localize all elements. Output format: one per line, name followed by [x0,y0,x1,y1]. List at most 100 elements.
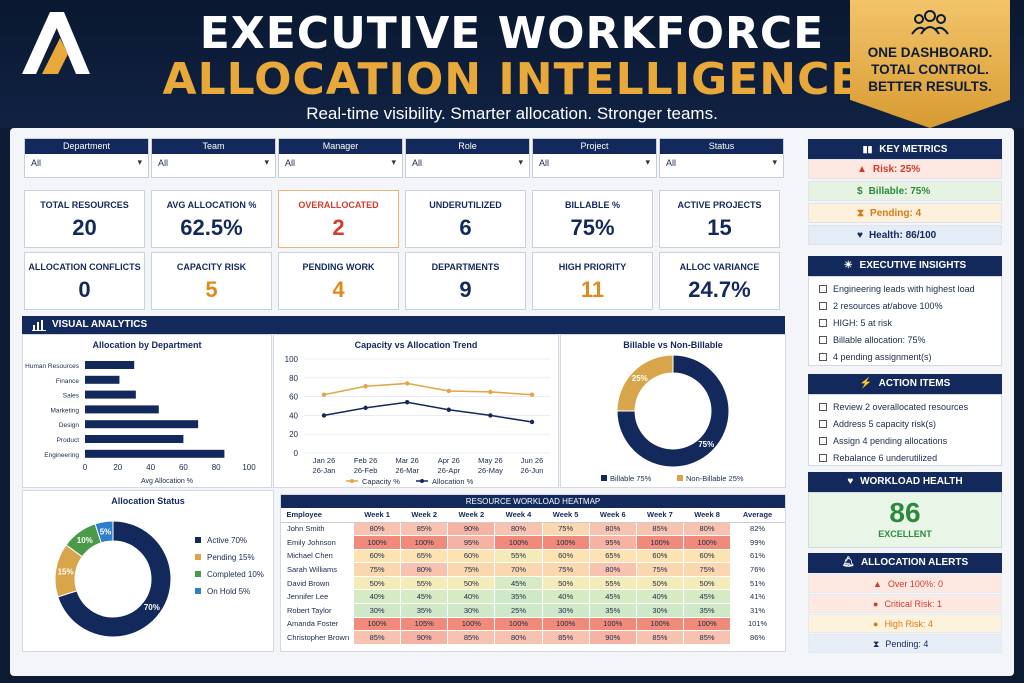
insight-text: Billable allocation: 75% [833,335,926,345]
filter-select[interactable]: All ▾ [406,154,529,172]
page-title-line1: EXECUTIVE WORKFORCE [199,8,825,59]
filter-select[interactable]: All ▾ [660,154,783,172]
heatmap-cell: 75% [541,521,590,537]
heatmap-cell: 100% [635,616,684,632]
filter-value: All [412,158,423,168]
data-point [529,419,535,425]
x-tick-label: Feb 26 [354,456,377,465]
ribbon-line3: BETTER RESULTS. [868,79,992,94]
workload-heatmap: RESOURCE WORKLOAD HEATMAP Employee Week 1… [280,494,786,652]
alert-text: Critical Risk: 1 [884,599,942,609]
bullet-box-icon [819,319,827,327]
heatmap-column-header: Week 4 [494,508,543,523]
filter-department[interactable]: Department All ▾ [24,138,149,178]
insights-list: Engineering leads with highest load 2 res… [808,276,1002,366]
filter-status[interactable]: Status All ▾ [659,138,784,178]
heatmap-column-header: Average [730,508,785,523]
heatmap-cell: 85% [635,521,684,537]
ribbon-line2: TOTAL CONTROL. [871,62,989,77]
heatmap-cell: 85% [541,630,590,645]
alert-row: ▲ Over 100%: 0 [808,574,1002,593]
checkbox[interactable] [819,454,827,462]
lightning-icon: ⚡ [859,378,873,389]
action-text: Assign 4 pending allocations [833,436,948,446]
mountain-logo-icon [22,12,90,74]
kpi-card: OVERALLOCATED 2 [278,190,399,248]
kpi-value: 20 [72,215,97,240]
kpi-value: 62.5% [180,215,243,240]
heatmap-cell: 100% [494,535,543,550]
hourglass-icon: ⧗ [873,639,880,649]
key-metric-text: Health: 86/100 [868,230,937,241]
bullet-box-icon [819,302,827,310]
action-item[interactable]: Address 5 capacity risk(s) [809,416,1001,433]
filter-value: All [158,158,169,168]
checkbox[interactable] [819,437,827,445]
checkbox[interactable] [819,403,827,411]
filter-select[interactable]: All ▾ [533,154,656,172]
action-items-header: ⚡ ACTION ITEMS [808,374,1002,394]
x-tick-label: 26-Feb [354,466,378,475]
red-circle-icon: ● [873,599,879,609]
heatmap-cell: 100% [682,535,732,550]
filter-select[interactable]: All ▾ [152,154,275,172]
kpi-value: 9 [459,277,472,302]
kpi-label: ALLOCATION CONFLICTS [28,262,141,272]
bell-icon: 🔔︎ [841,557,855,568]
legend-swatch [677,475,683,481]
allocation-alerts-header: 🔔︎ ALLOCATION ALERTS [808,553,1002,573]
data-point [321,413,327,418]
heatmap-column-header: Week 6 [589,508,637,523]
legend-label: Non-Billable 25% [686,474,744,483]
heatmap-cell: 50% [447,575,496,591]
action-item[interactable]: Review 2 overallocated resources [809,399,1001,416]
data-point [363,384,368,389]
key-metric-row: $ Billable: 75% [808,181,1002,201]
chart-title: Capacity vs Allocation Trend [354,340,478,350]
average-cell: 41% [730,589,785,605]
filter-manager[interactable]: Manager All ▾ [278,138,403,178]
action-item[interactable]: Assign 4 pending allocations [809,433,1001,450]
x-tick-label: 100 [242,463,256,472]
kpi-card: PENDING WORK 4 [278,252,399,310]
filter-role[interactable]: Role All ▾ [405,138,530,178]
filter-select[interactable]: All ▾ [279,154,402,172]
bar [85,405,159,414]
kpi-label: BILLABLE % [565,200,620,210]
heatmap-cell: 75% [635,562,684,577]
action-items-list: Review 2 overallocated resources Address … [808,394,1002,466]
pie-slice [94,520,114,544]
x-tick-label: 26-Jan [313,466,336,475]
kpi-label: DEPARTMENTS [431,262,500,272]
allocation-alerts-title: ALLOCATION ALERTS [860,557,969,568]
filter-project[interactable]: Project All ▾ [532,138,657,178]
heatmap-row: John Smith 80% 85% 90% 80% 75% 80% 85% 80% 82% [281,521,785,537]
x-tick-label: Apr 26 [438,456,460,465]
visual-analytics-header: VISUAL ANALYTICS [22,316,785,334]
checkbox[interactable] [819,420,827,428]
kpi-value: 0 [78,277,91,302]
heatmap-cell: 80% [682,521,732,537]
heatmap-cell: 30% [541,603,590,618]
heatmap-column-header: Week 8 [683,508,731,523]
filter-team[interactable]: Team All ▾ [151,138,276,178]
heatmap-row: David Brown 50% 55% 50% 45% 50% 55% 50% 50% 51% [281,575,785,591]
key-metrics-header: ▮▮ KEY METRICS [808,139,1002,159]
filter-select[interactable]: All ▾ [25,154,148,172]
action-item[interactable]: Rebalance 6 underutilized [809,450,1001,467]
x-tick-label: 60 [179,463,188,472]
warning-icon: ▲ [873,579,882,589]
alert-row: ● Critical Risk: 1 [808,594,1002,613]
filter-label: Team [152,139,275,154]
insight-item: HIGH: 5 at risk [809,315,1001,332]
kpi-label: HIGH PRIORITY [558,262,627,272]
employee-name: Emily Johnson [281,535,354,550]
heatmap-header-row: Employee Week 1 Week 2 Week 2 Week 4 Week 5 We… [281,508,785,523]
heatmap-cell: 85% [352,630,402,645]
kpi-card: ALLOC VARIANCE 24.7% [659,252,780,310]
heatmap-cell: 45% [494,575,543,591]
lightbulb-icon: ☀ [843,260,853,271]
heatmap-cell: 35% [494,589,543,605]
insight-text: 2 resources at/above 100% [833,301,943,311]
bar-category-label: Design [59,422,80,429]
